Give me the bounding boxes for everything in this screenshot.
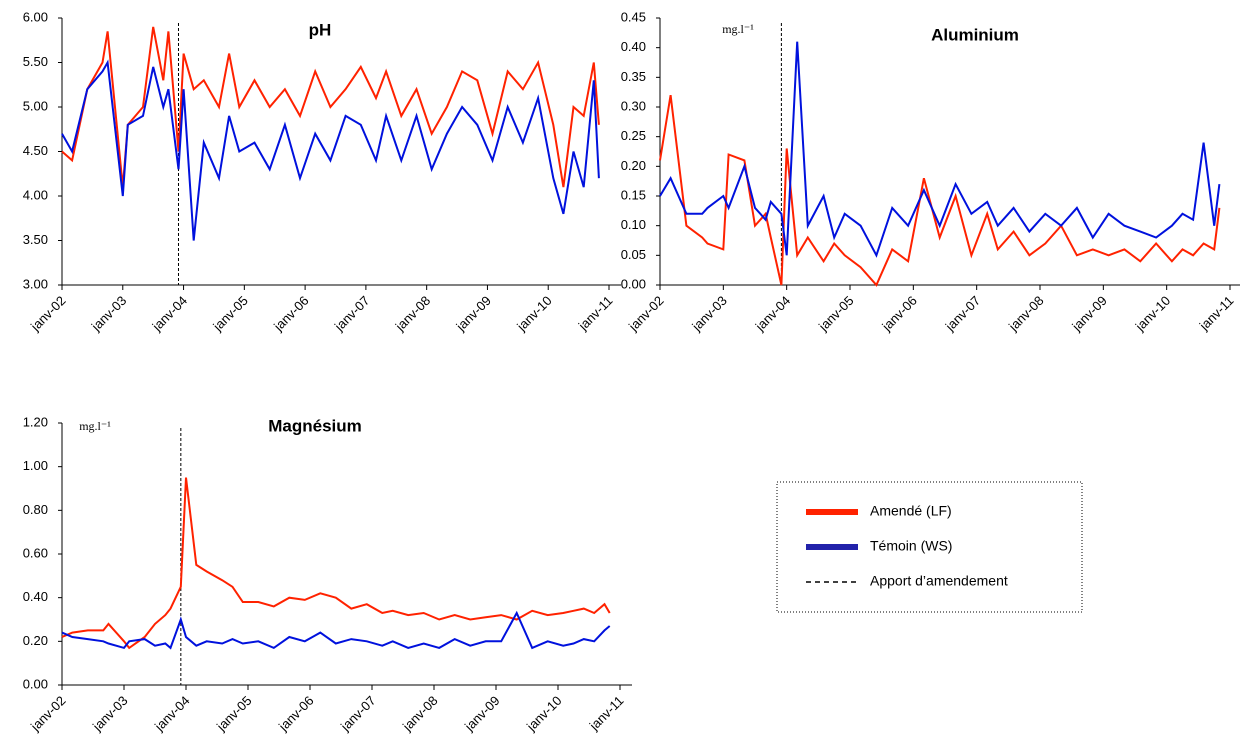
y-tick-label: 3.50 bbox=[23, 232, 48, 247]
y-tick-label: 0.00 bbox=[621, 276, 646, 291]
unit-label: mg.l⁻¹ bbox=[79, 419, 111, 433]
x-tick-label: janv-11 bbox=[1196, 293, 1237, 334]
x-tick-label: janv-10 bbox=[1132, 293, 1173, 334]
y-tick-label: 0.80 bbox=[23, 502, 48, 517]
y-tick-label: 4.50 bbox=[23, 143, 48, 158]
y-tick-label: 0.00 bbox=[23, 676, 48, 691]
x-tick-label: janv-08 bbox=[399, 693, 440, 734]
y-tick-label: 0.60 bbox=[23, 545, 48, 560]
chart-title: Aluminium bbox=[931, 25, 1019, 44]
y-tick-label: 3.00 bbox=[23, 276, 48, 291]
y-tick-label: 0.20 bbox=[23, 633, 48, 648]
y-tick-label: 0.40 bbox=[621, 39, 646, 54]
x-tick-label: janv-04 bbox=[151, 693, 192, 734]
x-tick-label: janv-05 bbox=[213, 693, 254, 734]
legend-label: Amendé (LF) bbox=[870, 503, 952, 519]
series-line bbox=[659, 94, 1221, 287]
legend-box bbox=[776, 481, 1083, 613]
y-tick-label: 0.05 bbox=[621, 247, 646, 262]
series-line bbox=[61, 59, 600, 241]
x-tick-label: janv-06 bbox=[270, 293, 311, 334]
y-tick-label: 0.10 bbox=[621, 217, 646, 232]
y-tick-label: 0.20 bbox=[621, 158, 646, 173]
x-tick-label: janv-09 bbox=[461, 693, 502, 734]
x-tick-label: janv-10 bbox=[513, 293, 554, 334]
legend-swatch bbox=[806, 544, 858, 550]
series-line bbox=[61, 610, 611, 650]
x-tick-label: janv-02 bbox=[27, 693, 68, 734]
legend-label: Apport d’amendement bbox=[870, 573, 1008, 589]
y-tick-label: 0.30 bbox=[621, 98, 646, 113]
x-tick-label: janv-08 bbox=[392, 293, 433, 334]
x-tick-label: janv-11 bbox=[586, 693, 627, 734]
unit-label: mg.l⁻¹ bbox=[722, 22, 754, 36]
legend-swatch bbox=[806, 509, 858, 515]
chart-title: Magnésium bbox=[268, 416, 362, 435]
y-tick-label: 1.00 bbox=[23, 458, 48, 473]
y-tick-label: 0.45 bbox=[621, 9, 646, 24]
series-line bbox=[61, 26, 600, 188]
y-tick-label: 0.40 bbox=[23, 589, 48, 604]
x-tick-label: janv-03 bbox=[688, 293, 729, 334]
x-tick-label: janv-05 bbox=[209, 293, 250, 334]
x-tick-label: janv-03 bbox=[89, 693, 130, 734]
y-tick-label: 5.00 bbox=[23, 98, 48, 113]
x-tick-label: janv-02 bbox=[625, 293, 666, 334]
x-tick-label: janv-07 bbox=[337, 693, 378, 734]
series-line bbox=[61, 477, 611, 650]
x-tick-label: janv-03 bbox=[88, 293, 129, 334]
x-tick-label: janv-06 bbox=[275, 693, 316, 734]
x-tick-label: janv-09 bbox=[1068, 293, 1109, 334]
x-tick-label: janv-02 bbox=[27, 293, 68, 334]
y-tick-label: 5.50 bbox=[23, 54, 48, 69]
y-tick-label: 4.00 bbox=[23, 187, 48, 202]
y-tick-label: 6.00 bbox=[23, 9, 48, 24]
x-tick-label: janv-09 bbox=[453, 293, 494, 334]
x-tick-label: janv-05 bbox=[815, 293, 856, 334]
x-tick-label: janv-06 bbox=[878, 293, 919, 334]
series-line bbox=[659, 41, 1221, 258]
y-tick-label: 1.20 bbox=[23, 414, 48, 429]
x-tick-label: janv-07 bbox=[331, 293, 372, 334]
x-tick-label: janv-07 bbox=[942, 293, 983, 334]
x-tick-label: janv-04 bbox=[752, 293, 793, 334]
x-tick-label: janv-04 bbox=[149, 293, 190, 334]
chart-title: pH bbox=[309, 20, 332, 39]
x-tick-label: janv-08 bbox=[1005, 293, 1046, 334]
x-tick-label: janv-11 bbox=[575, 293, 616, 334]
legend-label: Témoin (WS) bbox=[870, 538, 952, 554]
y-tick-label: 0.35 bbox=[621, 69, 646, 84]
y-tick-label: 0.15 bbox=[621, 187, 646, 202]
x-tick-label: janv-10 bbox=[523, 693, 564, 734]
y-tick-label: 0.25 bbox=[621, 128, 646, 143]
